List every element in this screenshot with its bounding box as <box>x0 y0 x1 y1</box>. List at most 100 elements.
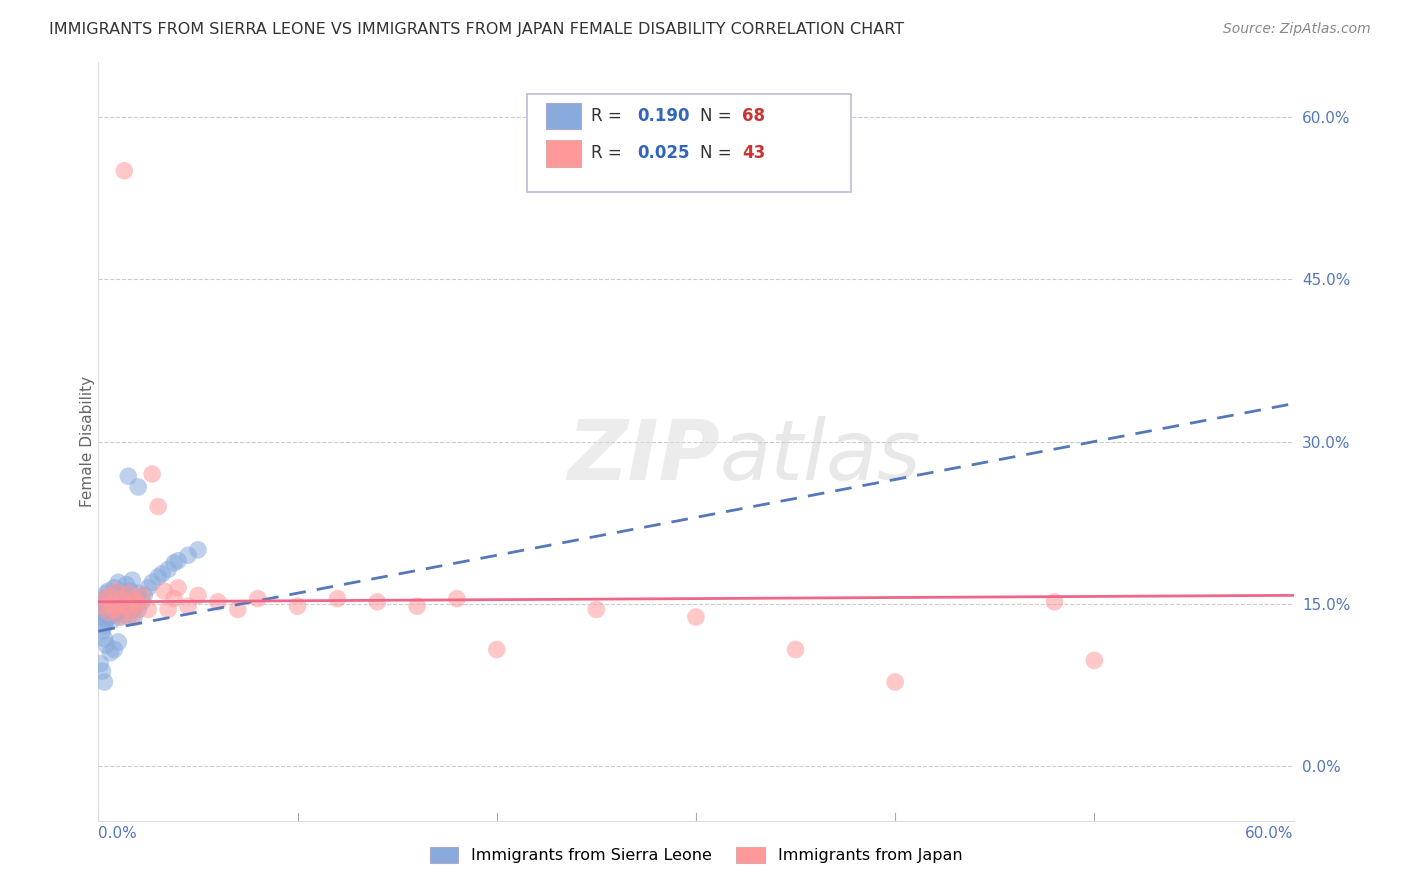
Point <box>125 591 148 606</box>
Point <box>110 610 132 624</box>
Point <box>93 618 115 632</box>
Point <box>93 606 115 620</box>
Point <box>103 607 125 622</box>
Point <box>96 586 118 600</box>
Point <box>98 599 122 614</box>
Point <box>97 584 120 599</box>
Point <box>101 602 124 616</box>
Point <box>226 602 249 616</box>
Text: R =: R = <box>591 145 627 162</box>
Point <box>103 642 125 657</box>
Point <box>101 588 124 602</box>
Point <box>97 602 120 616</box>
Point <box>112 163 135 178</box>
Point <box>98 591 122 606</box>
Point <box>141 467 163 481</box>
Point <box>121 602 143 616</box>
Point <box>884 675 907 690</box>
Point <box>127 480 149 494</box>
Point <box>105 586 128 600</box>
Point <box>685 610 707 624</box>
Point <box>124 610 146 624</box>
Point <box>91 610 114 624</box>
Point <box>105 599 128 614</box>
Text: 60.0%: 60.0% <box>1246 826 1294 841</box>
Point <box>136 602 159 616</box>
Point <box>111 584 134 599</box>
Text: 68: 68 <box>742 107 765 125</box>
Point <box>115 577 138 591</box>
Point <box>103 595 125 609</box>
Point <box>446 591 468 606</box>
Point <box>127 586 149 600</box>
Point <box>98 646 122 660</box>
Point <box>96 613 118 627</box>
Point <box>117 586 139 600</box>
Point <box>141 575 163 590</box>
Point <box>1043 595 1066 609</box>
Legend: Immigrants from Sierra Leone, Immigrants from Japan: Immigrants from Sierra Leone, Immigrants… <box>423 840 969 870</box>
Point <box>163 556 186 570</box>
Point <box>93 591 115 606</box>
Point <box>124 591 146 606</box>
Point <box>150 566 173 581</box>
Point <box>117 588 139 602</box>
Point <box>120 602 142 616</box>
Point <box>110 599 132 614</box>
Point <box>1083 653 1105 667</box>
Point <box>163 591 186 606</box>
Point <box>187 542 209 557</box>
Point <box>91 599 114 614</box>
Point <box>93 675 115 690</box>
Point <box>131 595 153 609</box>
Text: 0.0%: 0.0% <box>98 826 138 841</box>
Point <box>121 573 143 587</box>
Text: 43: 43 <box>742 145 766 162</box>
Point <box>107 575 129 590</box>
Point <box>98 607 122 622</box>
Point <box>93 591 115 606</box>
Point <box>112 607 135 622</box>
Point <box>485 642 508 657</box>
Point <box>110 610 132 624</box>
Point <box>125 595 148 609</box>
Point <box>91 624 114 639</box>
Point <box>177 548 200 563</box>
Text: R =: R = <box>591 107 627 125</box>
Point <box>120 595 142 609</box>
Point <box>97 595 120 609</box>
Point <box>131 588 153 602</box>
Point <box>127 599 149 614</box>
Text: 0.190: 0.190 <box>637 107 689 125</box>
Point <box>97 610 120 624</box>
Point <box>207 595 229 609</box>
Point <box>167 581 190 595</box>
Point <box>177 599 200 614</box>
Text: ZIP: ZIP <box>567 417 720 497</box>
Point <box>89 602 111 616</box>
Point <box>89 657 111 671</box>
Point <box>148 570 170 584</box>
Point <box>187 588 209 602</box>
Point <box>91 597 114 611</box>
Point <box>785 642 807 657</box>
Point <box>121 610 143 624</box>
Point <box>127 602 149 616</box>
Point <box>153 584 176 599</box>
Point <box>115 599 138 614</box>
Point <box>96 599 118 614</box>
Point <box>115 599 138 614</box>
Point <box>120 584 142 599</box>
Point <box>101 597 124 611</box>
Point <box>117 610 139 624</box>
Point <box>112 591 135 606</box>
Y-axis label: Female Disability: Female Disability <box>80 376 94 508</box>
Point <box>287 599 309 614</box>
Point <box>157 602 180 616</box>
Text: 0.025: 0.025 <box>637 145 689 162</box>
Point <box>167 554 190 568</box>
Point <box>98 588 122 602</box>
Point <box>107 599 129 614</box>
Point <box>406 599 429 614</box>
Text: atlas: atlas <box>720 417 921 497</box>
